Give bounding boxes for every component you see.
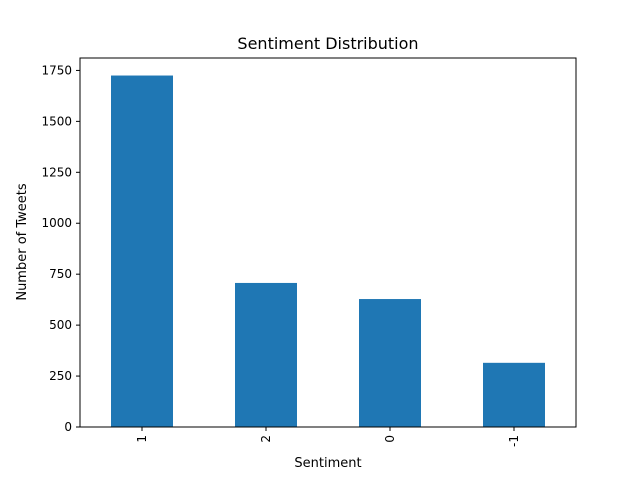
y-tick-label: 1750 xyxy=(41,63,72,77)
x-tick-label: 1 xyxy=(135,435,149,443)
y-tick-label: 500 xyxy=(49,318,72,332)
bar--1 xyxy=(483,362,545,427)
x-tick-label: 0 xyxy=(383,435,397,443)
chart-title: Sentiment Distribution xyxy=(237,34,418,53)
y-tick-label: 750 xyxy=(49,267,72,281)
y-tick-label: 1500 xyxy=(41,114,72,128)
bar-0 xyxy=(359,299,421,427)
y-tick-label: 250 xyxy=(49,369,72,383)
y-tick-label: 1250 xyxy=(41,165,72,179)
y-axis-ticks: 0 250 500 750 1000 1250 1500 1750 xyxy=(41,63,80,434)
x-tick-label: -1 xyxy=(507,435,521,447)
plot-area-frame xyxy=(79,57,577,428)
bar-2 xyxy=(235,282,297,427)
x-tick-label: 2 xyxy=(259,435,273,443)
y-tick-label: 1000 xyxy=(41,216,72,230)
x-axis-ticks: 1 2 0 -1 xyxy=(135,427,521,447)
bars-group xyxy=(111,75,545,427)
y-axis-label: Number of Tweets xyxy=(15,183,30,301)
bar-1 xyxy=(111,75,173,427)
x-axis-label: Sentiment xyxy=(294,456,361,471)
y-tick-label: 0 xyxy=(64,420,72,434)
